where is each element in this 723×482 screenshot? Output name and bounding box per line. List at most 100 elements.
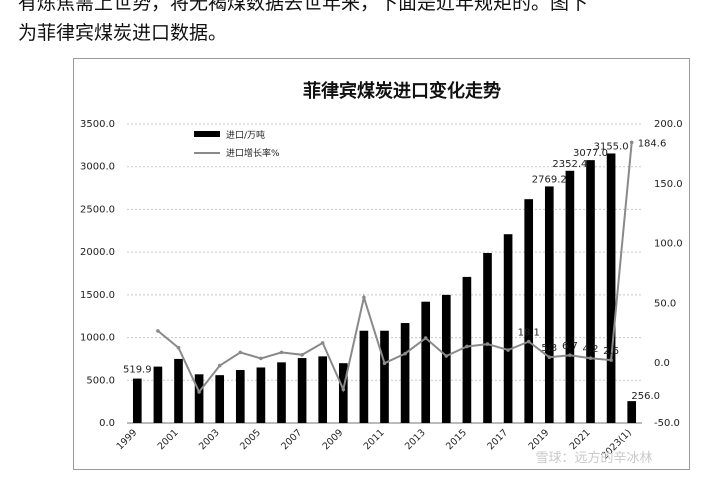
data-label: 18.1 — [518, 328, 540, 339]
line-point — [341, 387, 346, 392]
legend-label: 进口/万吨 — [226, 129, 265, 141]
right-tick-label: 200.0 — [654, 119, 683, 130]
line-point — [382, 361, 387, 366]
bar — [277, 362, 286, 423]
bar — [153, 366, 163, 423]
right-tick-label: 50.0 — [654, 298, 676, 309]
line-point — [423, 336, 428, 340]
left-tick-label: 1500.0 — [80, 290, 115, 301]
line-point — [362, 295, 366, 300]
x-tick-label: 2017 — [485, 427, 510, 452]
line-point — [588, 356, 593, 360]
x-tick-label: 2013 — [403, 427, 428, 452]
watermark: 雪球：远方的辛冰林 — [535, 450, 652, 466]
legend-swatch-bar — [194, 131, 220, 137]
left-tick-label: 3000.0 — [80, 162, 115, 173]
chart-frame: 菲律宾煤炭进口变化走势 0.0 500.0 1000.0 1500.0 2000.0 25… — [73, 58, 690, 470]
intro-text: 有炼焦需上世势，将无褐煤数据去世年来，下面是近年规矩的。图下 为菲律宾煤炭进口数… — [0, 0, 723, 60]
left-tick-label: 2500.0 — [80, 204, 115, 215]
bar — [297, 358, 307, 423]
bar — [256, 367, 266, 423]
bar — [524, 199, 534, 423]
right-tick-label: 100.0 — [654, 239, 683, 250]
x-tick-label: 2015 — [444, 427, 469, 452]
data-label: 2.6 — [603, 346, 619, 357]
line-point — [279, 350, 284, 355]
line-point — [217, 363, 222, 368]
line-point — [300, 353, 304, 357]
line-point — [444, 354, 449, 358]
bar — [544, 186, 554, 423]
line-point — [259, 356, 263, 361]
line-point — [238, 350, 243, 355]
bar — [235, 370, 245, 423]
right-axis: -50.0 0.0 50.0 100.0 150.0 200.0 — [654, 119, 683, 429]
line-point — [547, 355, 552, 360]
left-tick-label: 500.0 — [86, 375, 115, 386]
line-series — [156, 140, 634, 394]
x-tick-label: 2019 — [527, 427, 552, 452]
x-tick-label: 2007 — [279, 427, 304, 452]
data-label: 519.9 — [123, 365, 152, 376]
x-tick-label: 2005 — [238, 427, 263, 452]
data-label: 2769.2 — [532, 174, 567, 185]
bar — [421, 301, 431, 423]
chart-title: 菲律宾煤炭进口变化走势 — [303, 80, 501, 102]
bar — [503, 234, 513, 423]
data-label: 184.6 — [638, 138, 667, 149]
growth-line — [157, 142, 633, 394]
bar — [586, 160, 595, 423]
x-tick-label: 1999 — [115, 427, 140, 452]
bar — [483, 252, 492, 423]
line-point — [156, 329, 160, 333]
line-point — [526, 339, 531, 344]
line-point — [197, 390, 201, 394]
data-label: 3155.0 — [594, 141, 629, 152]
bar — [359, 330, 369, 423]
bar — [380, 330, 389, 423]
line-point — [568, 353, 572, 357]
right-tick-label: -50.0 — [654, 418, 680, 429]
coal-import-chart: 菲律宾煤炭进口变化走势 0.0 500.0 1000.0 1500.0 2000.0 25… — [80, 80, 683, 466]
line-point — [629, 140, 634, 145]
legend-label: 进口增长率% — [226, 147, 280, 159]
left-axis: 0.0 500.0 1000.0 1500.0 2000.0 2500.0 3000.0 35… — [80, 119, 115, 429]
bar — [565, 170, 575, 423]
bar — [174, 358, 183, 423]
right-tick-label: 150.0 — [654, 179, 683, 190]
intro-line-1: 有炼焦需上世势，将无褐煤数据去世年来，下面是近年规矩的。图下 — [18, 0, 589, 14]
bar — [441, 294, 451, 423]
right-tick-label: 0.0 — [654, 358, 670, 369]
data-label: 6.7 — [562, 341, 578, 352]
line-point — [320, 341, 325, 345]
bar — [318, 356, 328, 423]
left-tick-label: 1000.0 — [80, 333, 115, 344]
data-label: 3077.0 — [573, 148, 608, 159]
data-label: 2352.4 — [552, 159, 587, 170]
bar — [606, 153, 616, 424]
line-point — [506, 348, 510, 352]
data-label: 256.0 — [631, 391, 660, 402]
bar — [462, 276, 472, 423]
left-tick-label: 3500.0 — [80, 119, 115, 130]
line-point — [403, 351, 407, 356]
line-point — [485, 342, 490, 346]
left-tick-label: 2000.0 — [80, 247, 115, 258]
line-point — [465, 344, 469, 349]
bar — [400, 323, 410, 423]
bar — [194, 374, 204, 423]
left-tick-label: 0.0 — [99, 418, 115, 429]
bar — [338, 363, 348, 423]
intro-line-2: 为菲律宾煤炭进口数据。 — [18, 22, 228, 44]
x-tick-label: 2011 — [362, 427, 387, 452]
bar — [132, 378, 142, 423]
bar — [627, 401, 637, 423]
x-tick-label: 2001 — [156, 427, 181, 452]
bar-series — [132, 153, 637, 424]
x-tick-label: 2009 — [321, 427, 346, 452]
line-point — [609, 358, 613, 362]
x-tick-label: 2021 — [568, 427, 593, 452]
line-point — [176, 345, 181, 350]
bar — [215, 375, 225, 423]
